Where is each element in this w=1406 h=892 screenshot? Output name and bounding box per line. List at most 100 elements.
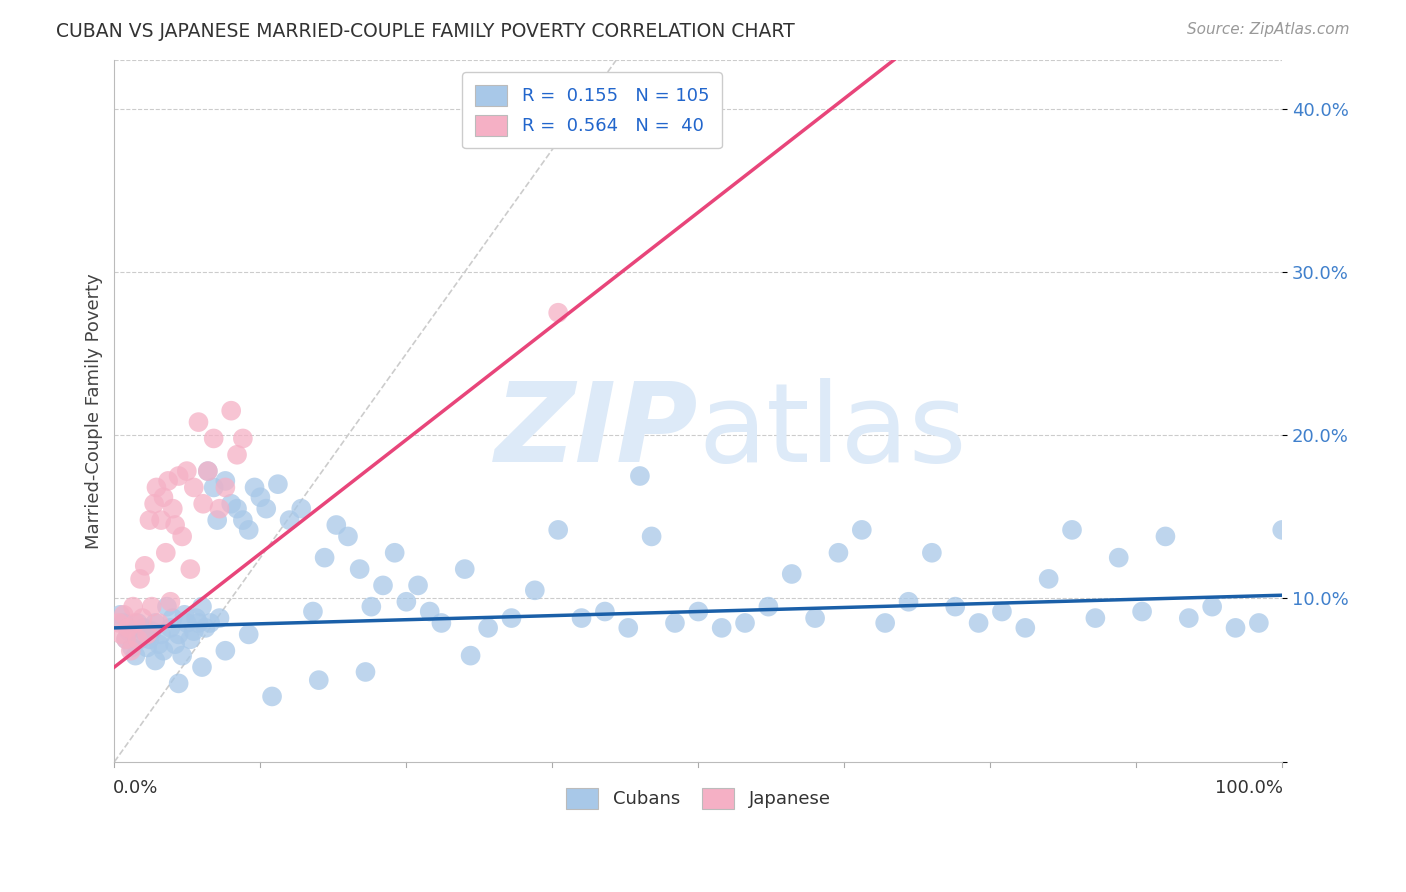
Point [148, 637, 170, 651]
Point [141, 599, 163, 614]
Point [278, 513, 301, 527]
Point [547, 306, 569, 320]
Point [165, 518, 187, 533]
Point [571, 611, 593, 625]
Point [921, 546, 943, 560]
Point [186, 611, 208, 625]
Point [138, 513, 160, 527]
Point [1014, 621, 1036, 635]
Point [897, 595, 920, 609]
Point [290, 501, 312, 516]
Point [198, 615, 221, 630]
Point [1084, 611, 1107, 625]
Point [129, 632, 152, 647]
Point [967, 615, 990, 630]
Point [165, 637, 187, 651]
Point [197, 464, 219, 478]
Point [1247, 615, 1270, 630]
Point [1271, 523, 1294, 537]
Point [243, 480, 266, 494]
Point [167, 676, 190, 690]
Point [1060, 523, 1083, 537]
Point [226, 448, 249, 462]
Text: ZIP: ZIP [495, 378, 699, 485]
Point [194, 621, 217, 635]
Point [827, 546, 849, 560]
Point [780, 566, 803, 581]
Point [148, 615, 170, 630]
Point [1154, 529, 1177, 543]
Point [325, 518, 347, 533]
Point [1038, 572, 1060, 586]
Point [162, 611, 184, 625]
Point [143, 497, 166, 511]
Point [176, 615, 198, 630]
Point [205, 513, 228, 527]
Point [127, 632, 149, 647]
Point [758, 599, 780, 614]
Point [477, 621, 499, 635]
Point [108, 615, 131, 630]
Point [208, 611, 231, 625]
Point [460, 648, 482, 663]
Point [943, 599, 966, 614]
Point [141, 624, 163, 639]
Point [191, 660, 214, 674]
Point [162, 501, 184, 516]
Point [219, 403, 242, 417]
Point [136, 640, 159, 655]
Point [249, 490, 271, 504]
Point [127, 615, 149, 630]
Point [208, 501, 231, 516]
Point [406, 578, 429, 592]
Point [191, 497, 214, 511]
Point [314, 550, 336, 565]
Point [232, 513, 254, 527]
Text: 0.0%: 0.0% [114, 780, 159, 797]
Point [132, 621, 155, 635]
Point [501, 611, 523, 625]
Point [384, 546, 406, 560]
Point [183, 624, 205, 639]
Legend: Cubans, Japanese: Cubans, Japanese [558, 780, 838, 816]
Point [262, 690, 284, 704]
Point [131, 611, 153, 625]
Point [1201, 599, 1223, 614]
Text: 100.0%: 100.0% [1215, 780, 1284, 797]
Point [110, 627, 132, 641]
Point [176, 464, 198, 478]
Point [167, 627, 190, 641]
Text: atlas: atlas [699, 378, 967, 485]
Point [117, 621, 139, 635]
Point [183, 480, 205, 494]
Point [1225, 621, 1247, 635]
Point [219, 497, 242, 511]
Point [430, 615, 453, 630]
Point [202, 432, 225, 446]
Point [115, 632, 138, 647]
Point [187, 615, 209, 630]
Point [991, 605, 1014, 619]
Point [308, 673, 330, 687]
Point [202, 480, 225, 494]
Point [115, 632, 138, 647]
Point [617, 621, 640, 635]
Point [419, 605, 441, 619]
Point [238, 523, 260, 537]
Point [172, 529, 194, 543]
Point [156, 599, 179, 614]
Point [152, 490, 174, 504]
Point [302, 605, 325, 619]
Point [1178, 611, 1201, 625]
Point [710, 621, 733, 635]
Point [124, 648, 146, 663]
Point [112, 615, 135, 630]
Point [593, 605, 616, 619]
Text: Source: ZipAtlas.com: Source: ZipAtlas.com [1187, 22, 1350, 37]
Point [136, 627, 159, 641]
Point [159, 595, 181, 609]
Point [851, 523, 873, 537]
Point [1108, 550, 1130, 565]
Point [167, 469, 190, 483]
Point [121, 640, 143, 655]
